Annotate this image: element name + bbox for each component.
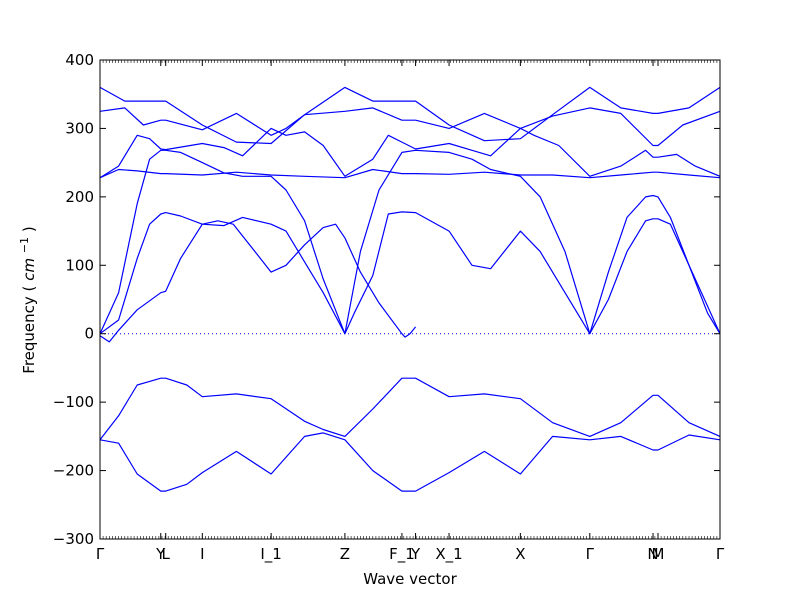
- x-tick-label: Y: [410, 545, 421, 563]
- band-5: [99, 127, 721, 179]
- y-axis-title-main: Frequency: [20, 296, 38, 374]
- y-tick-label: 100: [65, 256, 94, 274]
- band-8: [99, 377, 721, 441]
- series-layer: [99, 86, 721, 492]
- band-9: [99, 432, 721, 492]
- x-tick-label: I: [200, 545, 204, 563]
- x-tick-label: F_1: [389, 545, 415, 564]
- y-tick-label: 200: [65, 188, 94, 206]
- y-axis-title-paren-open: (: [20, 286, 38, 292]
- y-axis-title-paren-close: ): [20, 226, 38, 232]
- y-tick-label: 300: [65, 119, 94, 137]
- band-2: [99, 211, 721, 335]
- x-tick-label: X: [515, 545, 525, 563]
- y-tick-label: −200: [53, 462, 94, 480]
- x-tick-label: Z: [340, 545, 350, 563]
- band-1: [99, 220, 417, 343]
- band-4: [99, 168, 721, 179]
- x-tick-label: M: [652, 545, 665, 563]
- y-axis-title: Frequency ( cm −1 ): [14, 226, 38, 373]
- y-tick-label: −300: [53, 530, 94, 548]
- x-tick-label: Γ: [716, 545, 725, 563]
- y-axis-title-unit: cm: [20, 258, 38, 281]
- y-axis-title-unit-exp: −1: [18, 237, 31, 253]
- x-tick-label: L: [162, 545, 171, 563]
- y-tick-label: 400: [65, 51, 94, 69]
- y-tick-label: 0: [84, 325, 94, 343]
- x-tick-label: Y: [155, 545, 166, 563]
- x-tick-label: I_1: [260, 545, 281, 564]
- band-7: [99, 86, 721, 145]
- x-tick-label: N: [647, 545, 658, 563]
- band-6: [99, 107, 721, 147]
- band-3: [99, 149, 721, 335]
- x-tick-label: Γ: [586, 545, 595, 563]
- x-tick-label: X_1: [435, 545, 462, 564]
- x-tick-label: Γ: [96, 545, 105, 563]
- y-tick-label: −100: [53, 393, 94, 411]
- x-axis-title: Wave vector: [363, 570, 457, 588]
